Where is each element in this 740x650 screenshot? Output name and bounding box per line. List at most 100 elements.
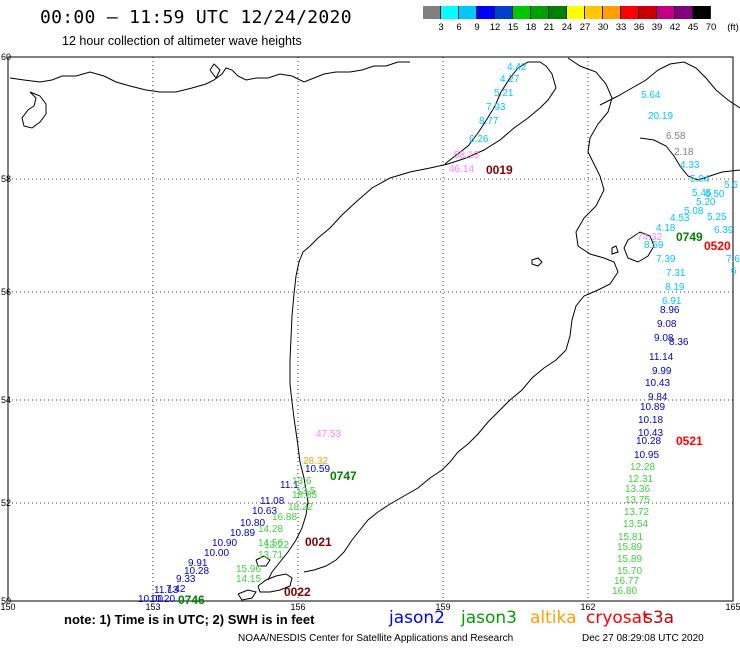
latitude-label: 56 bbox=[1, 287, 11, 297]
longitude-label: 153 bbox=[145, 602, 160, 612]
colorbar-label: 39 bbox=[651, 22, 663, 33]
wave-height-label: 11.13 bbox=[154, 585, 179, 596]
pass-number-label: 0747 bbox=[330, 469, 357, 483]
colorbar-swatch bbox=[639, 6, 657, 19]
wave-height-label: 11.1 bbox=[280, 480, 299, 491]
wave-height-label: 6 bbox=[731, 266, 737, 277]
colorbar-label: 6 bbox=[456, 22, 462, 33]
colorbar-label: 15 bbox=[507, 22, 519, 33]
wave-height-label: 10.43 bbox=[645, 378, 670, 389]
wave-height-label: 6.58 bbox=[666, 131, 686, 142]
wave-height-label: 7.42 bbox=[166, 584, 186, 595]
colorbar-swatch bbox=[603, 6, 621, 19]
wave-height-label: 46.14 bbox=[449, 164, 474, 175]
wave-height-label: 11.14 bbox=[649, 352, 674, 363]
karaginsky-island bbox=[623, 231, 655, 263]
wave-height-label: 14.56 bbox=[258, 538, 283, 549]
wave-height-label: 18.22 bbox=[288, 502, 313, 513]
wave-height-label: 6.26 bbox=[469, 134, 489, 145]
wave-height-label: 9.08 bbox=[657, 319, 677, 330]
wave-height-label: 58.13 bbox=[454, 150, 479, 161]
wave-height-label: 4.18 bbox=[656, 223, 676, 234]
pass-number-label: 0019 bbox=[486, 163, 513, 177]
wave-height-label: 10.89 bbox=[230, 528, 255, 539]
colorbar-swatch bbox=[495, 6, 513, 19]
footer-timestamp: Dec 27 08:29:08 UTC 2020 bbox=[582, 633, 704, 644]
wave-height-label: 13.54 bbox=[623, 519, 648, 530]
wave-height-label: 15.96 bbox=[236, 564, 261, 575]
wave-height-label: 10.00 bbox=[204, 548, 229, 559]
kuril-island-2 bbox=[237, 589, 257, 601]
wave-height-label: 8.19 bbox=[665, 282, 685, 293]
colorbar-swatch bbox=[513, 6, 531, 19]
wave-height-label: 5.64 bbox=[641, 90, 661, 101]
legend-item-jason3: jason3 bbox=[461, 608, 517, 628]
colorbar-label: 33 bbox=[615, 22, 627, 33]
colorbar-swatch bbox=[531, 6, 549, 19]
colorbar-label: 45 bbox=[687, 22, 699, 33]
wave-height-label: 5.25 bbox=[707, 212, 727, 223]
wave-height-label: 10.18 bbox=[638, 415, 663, 426]
wave-height-label: 5.45 bbox=[692, 188, 712, 199]
kuril-island-3 bbox=[255, 555, 271, 567]
wave-height-label: 10.80 bbox=[240, 518, 265, 529]
colorbar-swatch bbox=[567, 6, 585, 19]
wave-height-label: 9.99 bbox=[652, 366, 672, 377]
pass-number-label: 0021 bbox=[305, 535, 332, 549]
wave-height-label: 5.6 bbox=[724, 180, 738, 191]
kamchatka-west-coast bbox=[444, 61, 557, 165]
wave-height-label: 14.28 bbox=[258, 524, 283, 535]
wave-height-label: 14.15 bbox=[236, 574, 261, 585]
wave-height-label: 4.33 bbox=[680, 160, 700, 171]
wave-height-label: 9.91 bbox=[188, 558, 208, 569]
latitude-label: 54 bbox=[1, 395, 11, 405]
wave-height-label: 13.72 bbox=[624, 507, 649, 518]
wave-height-label: 74.32 bbox=[637, 232, 662, 243]
wave-height-label: 7.93 bbox=[486, 102, 506, 113]
wave-height-label: 6.50 bbox=[705, 189, 725, 200]
wave-height-label: 10.43 bbox=[638, 428, 663, 439]
wave-height-label: 15.89 bbox=[617, 542, 642, 553]
wave-height-label: 5.04 bbox=[690, 174, 710, 185]
wave-height-label: 8.77 bbox=[479, 116, 499, 127]
page-subtitle: 12 hour collection of altimeter wave hei… bbox=[62, 34, 302, 48]
wave-height-label: 9.33 bbox=[176, 574, 196, 585]
koryak-coast bbox=[639, 137, 740, 181]
legend-item-jason2: jason2 bbox=[389, 608, 445, 628]
latitude-label: 50 bbox=[1, 596, 11, 606]
okhotsk-north-coast bbox=[9, 61, 410, 93]
wave-height-label: 6.91 bbox=[662, 296, 682, 307]
pass-number-label: 0520 bbox=[704, 239, 731, 253]
wave-height-label: 12.31 bbox=[628, 474, 653, 485]
wave-height-label: 10.00 bbox=[138, 594, 163, 605]
coastline bbox=[9, 57, 740, 601]
longitude-label: 150 bbox=[0, 602, 15, 612]
pass-number-label: 0521 bbox=[676, 434, 703, 448]
north-bay bbox=[209, 63, 221, 79]
colorbar-swatch bbox=[675, 6, 693, 19]
wave-height-label: 13.71 bbox=[258, 550, 283, 561]
wave-height-label: 4.27 bbox=[500, 74, 520, 85]
wave-height-label: 10.20 bbox=[150, 594, 175, 605]
colorbar-label: 9 bbox=[474, 22, 480, 33]
commander-island-2 bbox=[611, 245, 619, 255]
wave-height-label: 10.63 bbox=[252, 506, 277, 517]
colorbar-swatch bbox=[585, 6, 603, 19]
wave-height-label: 10.90 bbox=[212, 538, 237, 549]
wave-height-label: 18.35 bbox=[292, 490, 317, 501]
wave-height-label: 16.80 bbox=[612, 586, 637, 597]
wave-height-label: 10.28 bbox=[636, 436, 661, 447]
legend-item-s3a: s3a bbox=[644, 608, 675, 628]
latitude-label: 60 bbox=[1, 52, 11, 62]
wave-height-label: 12.28 bbox=[630, 462, 655, 473]
wave-height-label: 20.19 bbox=[648, 111, 673, 122]
wave-height-label: 6.39 bbox=[714, 225, 734, 236]
colorbar-swatch bbox=[477, 6, 495, 19]
wave-height-label: 13.75 bbox=[625, 495, 650, 506]
colorbar-label: 30 bbox=[597, 22, 609, 33]
latitude-label: 52 bbox=[1, 498, 11, 508]
map-frame bbox=[7, 56, 734, 602]
graticule bbox=[7, 56, 734, 602]
